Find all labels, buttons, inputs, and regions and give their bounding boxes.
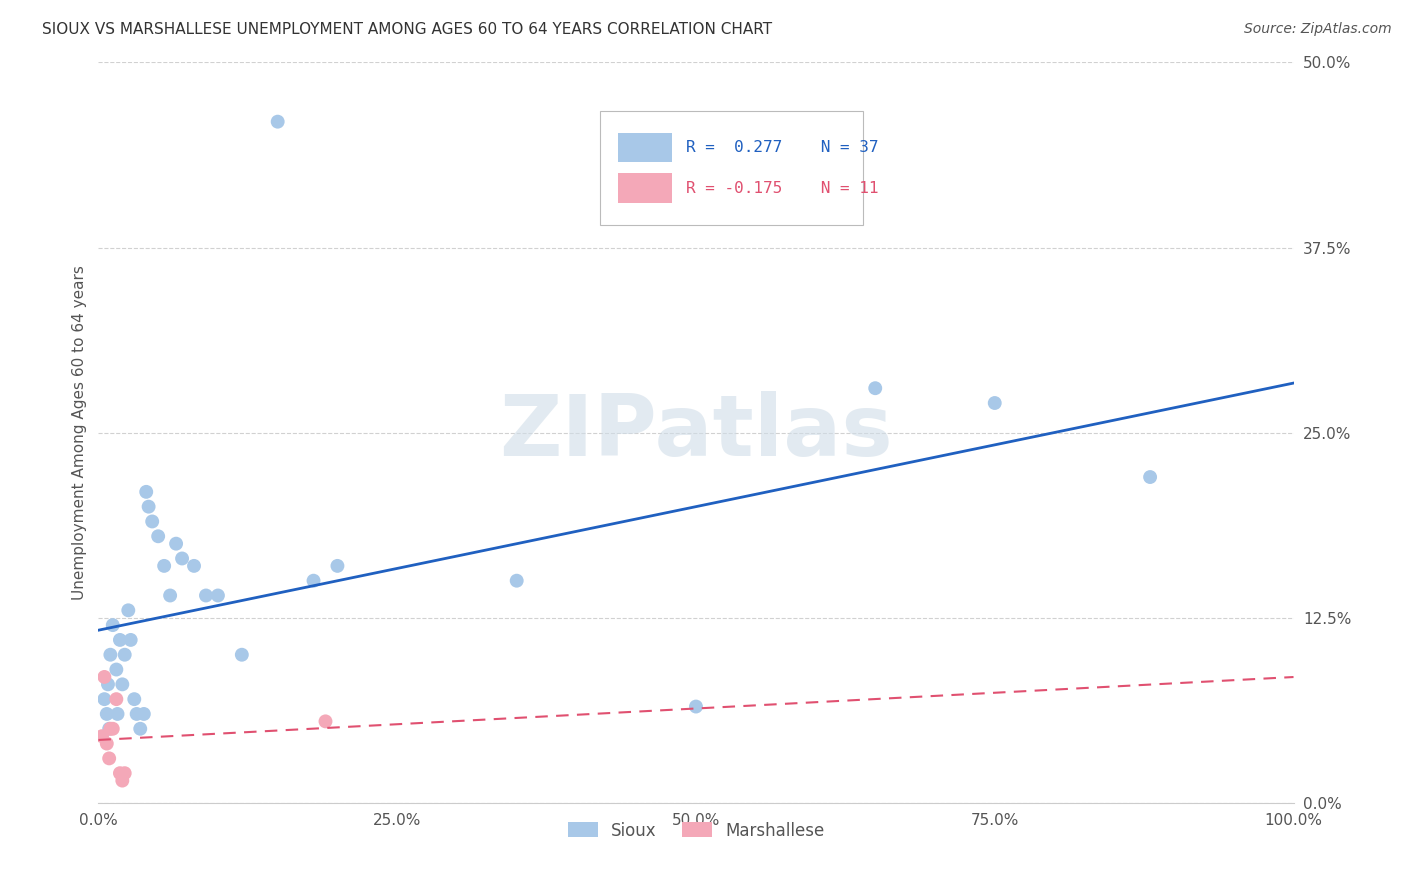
Point [111,677,134,691]
Point [153,558,176,573]
Point [96,737,118,751]
Point [148,529,170,543]
Point [685,699,707,714]
Point [101,722,124,736]
Point [98,751,121,765]
Point [93,670,115,684]
Point [207,589,229,603]
FancyBboxPatch shape [600,111,863,226]
Point [107,706,129,721]
Y-axis label: Unemployment Among Ages 60 to 64 years: Unemployment Among Ages 60 to 64 years [72,265,87,600]
Text: R =  0.277    N = 37: R = 0.277 N = 37 [686,140,879,155]
Point [195,589,218,603]
Point [132,706,155,721]
Point [124,692,146,706]
Point [865,381,887,395]
Point [114,766,136,780]
Point [108,632,131,647]
Point [138,500,160,514]
Point [135,484,157,499]
Point [506,574,529,588]
Point [267,114,290,128]
Point [108,766,131,780]
Point [114,648,136,662]
Point [172,551,194,566]
FancyBboxPatch shape [619,173,672,203]
Point [984,396,1007,410]
Point [165,536,187,550]
Legend: Sioux, Marshallese: Sioux, Marshallese [561,815,831,847]
Point [117,603,139,617]
Point [129,722,152,736]
Point [231,648,253,662]
Point [105,663,128,677]
Point [97,677,120,691]
Point [93,692,115,706]
Text: ZIPatlas: ZIPatlas [499,391,893,475]
Point [111,773,134,788]
Point [315,714,337,729]
Point [101,618,124,632]
FancyBboxPatch shape [619,133,672,162]
Text: SIOUX VS MARSHALLESE UNEMPLOYMENT AMONG AGES 60 TO 64 YEARS CORRELATION CHART: SIOUX VS MARSHALLESE UNEMPLOYMENT AMONG … [42,22,772,37]
Point [302,574,325,588]
Point [120,632,142,647]
Point [91,729,114,743]
Point [141,515,163,529]
Point [98,648,122,662]
Point [159,589,181,603]
Point [1139,470,1161,484]
Point [326,558,349,573]
Point [105,692,128,706]
Point [98,722,122,736]
Point [183,558,205,573]
Point [96,706,118,721]
Point [125,706,148,721]
Text: R = -0.175    N = 11: R = -0.175 N = 11 [686,181,879,196]
Text: Source: ZipAtlas.com: Source: ZipAtlas.com [1244,22,1392,37]
Point [98,722,121,736]
